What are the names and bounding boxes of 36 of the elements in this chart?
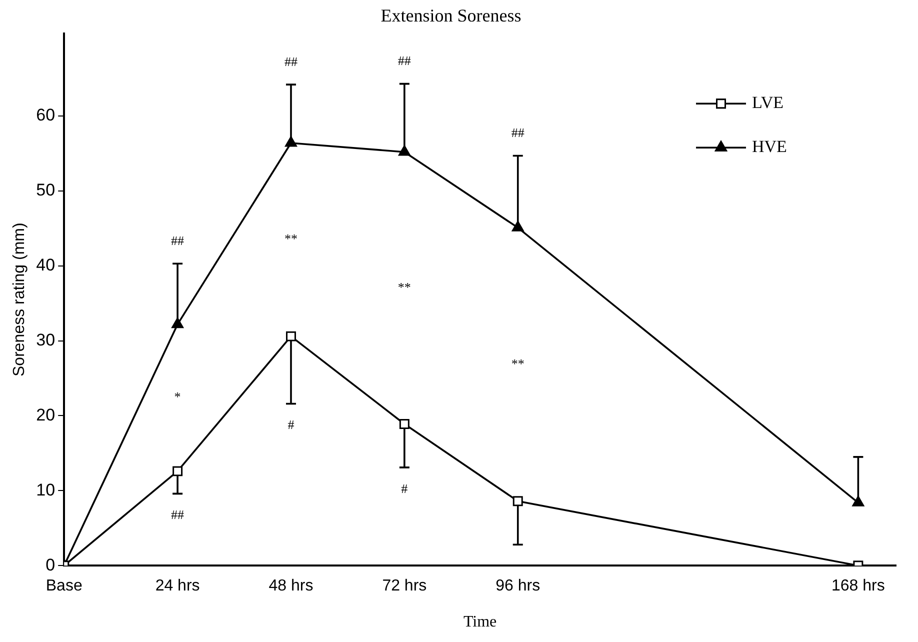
annotation: # (288, 417, 295, 432)
x-tick-label: 48 hrs (268, 578, 314, 595)
point (512, 220, 524, 232)
annotation: ** (511, 356, 524, 371)
legend-label: HVE (752, 137, 787, 156)
x-axis-title: Time (463, 614, 497, 631)
y-axis-title: Soreness rating (mm) (11, 222, 28, 377)
x-tick-label: Base (46, 578, 82, 595)
y-tick-label: 10 (36, 480, 56, 500)
x-tick-label: 72 hrs (382, 578, 427, 595)
x-tick-label: 24 hrs (155, 578, 200, 595)
point (852, 496, 864, 506)
annotation: ** (398, 279, 411, 294)
annotation: ** (284, 231, 298, 246)
annotation: ## (171, 507, 185, 522)
y-tick-label: 40 (36, 256, 56, 275)
annotation: ## (511, 125, 525, 140)
y-tick-label: 60 (36, 106, 56, 125)
y-tick-label: 50 (36, 180, 56, 200)
y-tick-label: 30 (36, 330, 56, 350)
annotation: ## (171, 233, 185, 248)
point (285, 136, 297, 147)
x-tick-label: 96 hrs (496, 578, 540, 595)
x-tick-label: 168 hrs (832, 578, 885, 595)
point (286, 331, 296, 342)
point (399, 418, 410, 429)
point (172, 318, 184, 328)
y-tick-label: 20 (36, 405, 56, 424)
annotation: ## (284, 54, 298, 69)
y-tick-label: 0 (46, 555, 56, 574)
point (398, 145, 410, 156)
annotation: # (401, 480, 408, 496)
annotation: ## (398, 53, 412, 68)
legend-label: LVE (752, 93, 784, 112)
annotation: * (174, 389, 181, 404)
chart-title: Extension Soreness (380, 6, 522, 26)
